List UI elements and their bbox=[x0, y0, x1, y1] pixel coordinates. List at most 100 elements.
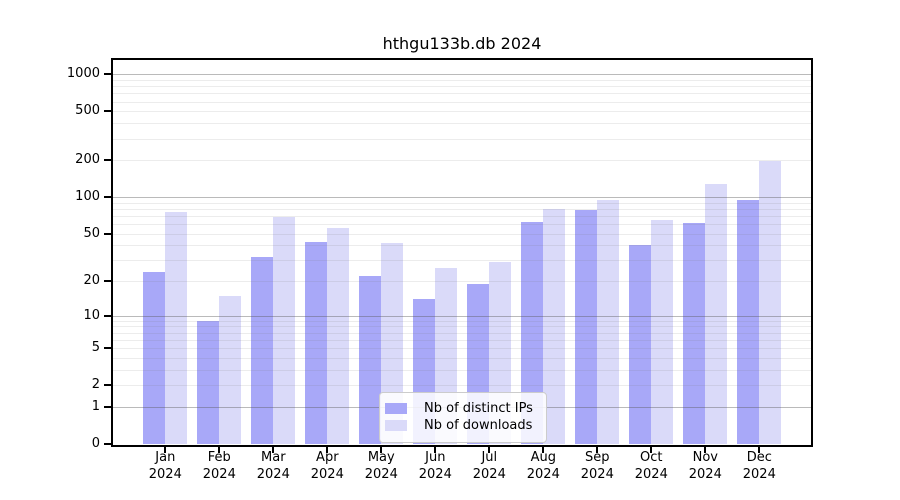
gridline-minor bbox=[113, 111, 811, 113]
bar-distinct-ips-apr bbox=[305, 241, 328, 444]
month-label: Dec bbox=[746, 450, 772, 465]
year-label: 2024 bbox=[202, 467, 236, 482]
legend: Nb of distinct IPs Nb of downloads bbox=[379, 392, 547, 443]
x-axis-tick bbox=[326, 447, 329, 453]
bar-downloads-mar bbox=[273, 217, 296, 444]
x-axis-tick-label: Aug 2024 bbox=[513, 449, 573, 483]
gridline-minor bbox=[113, 80, 811, 81]
y-axis-tick bbox=[104, 110, 111, 113]
y-axis-tick bbox=[104, 384, 111, 387]
x-axis-tick-label: Sep 2024 bbox=[567, 449, 627, 483]
bar-downloads-sep bbox=[597, 200, 620, 444]
y-axis-tick-label: 0 bbox=[91, 436, 100, 451]
x-axis-tick bbox=[164, 447, 167, 453]
bar-distinct-ips-sep bbox=[575, 209, 598, 444]
year-label: 2024 bbox=[418, 467, 452, 482]
legend-label-downloads: Nb of downloads bbox=[424, 418, 533, 433]
year-label: 2024 bbox=[310, 467, 344, 482]
x-axis-tick bbox=[488, 447, 491, 453]
bar-distinct-ips-mar bbox=[251, 256, 274, 444]
legend-swatch-distinct-ips bbox=[385, 403, 407, 414]
legend-swatch-downloads bbox=[385, 420, 407, 431]
y-axis-tick-label: 2 bbox=[91, 377, 100, 393]
month-label: Mar bbox=[261, 450, 286, 465]
bar-downloads-dec bbox=[759, 161, 782, 444]
gridline-minor bbox=[113, 86, 811, 88]
month-label: Jan bbox=[155, 450, 176, 465]
bar-distinct-ips-oct bbox=[629, 245, 652, 444]
y-axis-tick-label: 5 bbox=[91, 340, 100, 356]
gridline-minor bbox=[113, 93, 811, 95]
month-label: Sep bbox=[585, 450, 610, 465]
y-axis-tick bbox=[104, 443, 111, 445]
bar-downloads-oct bbox=[651, 219, 674, 444]
x-axis-tick bbox=[650, 447, 653, 453]
y-axis-tick-label: 1 bbox=[91, 398, 100, 414]
bar-distinct-ips-nov bbox=[683, 223, 706, 444]
x-axis-tick-label: Oct 2024 bbox=[621, 449, 681, 483]
x-axis-tick bbox=[218, 447, 221, 453]
plot-area: Nb of distinct IPs Nb of downloads bbox=[111, 58, 813, 447]
bar-distinct-ips-jan bbox=[143, 271, 166, 444]
y-axis-tick bbox=[104, 159, 111, 162]
y-axis-tick bbox=[104, 347, 111, 350]
bar-downloads-feb bbox=[219, 295, 242, 444]
year-label: 2024 bbox=[148, 467, 182, 482]
year-label: 2024 bbox=[526, 467, 560, 482]
y-axis-tick bbox=[104, 73, 111, 76]
x-axis-tick-label: Mar 2024 bbox=[243, 449, 303, 483]
y-axis-tick bbox=[104, 196, 111, 199]
gridline-minor bbox=[113, 138, 811, 140]
y-axis-tick bbox=[104, 314, 111, 317]
gridline-minor bbox=[113, 123, 811, 125]
y-axis-tick bbox=[104, 232, 111, 235]
y-axis-tick-label: 1000 bbox=[66, 66, 100, 82]
y-axis-tick-label: 10 bbox=[83, 307, 100, 323]
month-label: Nov bbox=[692, 450, 718, 465]
month-label: Apr bbox=[316, 450, 339, 465]
x-axis-tick-label: Jun 2024 bbox=[405, 449, 465, 483]
year-label: 2024 bbox=[742, 467, 776, 482]
x-axis-tick bbox=[596, 447, 599, 453]
x-axis-tick-label: Feb 2024 bbox=[189, 449, 249, 483]
year-label: 2024 bbox=[256, 467, 290, 482]
x-axis-tick-label: Nov 2024 bbox=[675, 449, 735, 483]
bar-distinct-ips-feb bbox=[197, 320, 220, 444]
y-axis-tick bbox=[104, 405, 111, 408]
y-axis-tick-label: 100 bbox=[75, 189, 100, 205]
x-axis-tick-label: Apr 2024 bbox=[297, 449, 357, 483]
x-axis-tick bbox=[272, 447, 275, 453]
month-label: Oct bbox=[640, 450, 663, 465]
month-label: May bbox=[367, 450, 395, 465]
y-axis-tick-label: 500 bbox=[75, 103, 100, 119]
year-label: 2024 bbox=[472, 467, 506, 482]
chart-title: hthgu133b.db 2024 bbox=[382, 34, 542, 53]
legend-row-distinct-ips: Nb of distinct IPs bbox=[385, 401, 538, 416]
gridline-minor bbox=[113, 160, 811, 162]
y-axis-tick bbox=[104, 280, 111, 283]
legend-label-distinct-ips: Nb of distinct IPs bbox=[424, 401, 533, 416]
y-axis-tick-label: 50 bbox=[83, 225, 100, 241]
x-axis-tick-label: May 2024 bbox=[351, 449, 411, 483]
bar-downloads-nov bbox=[705, 184, 728, 444]
bar-downloads-aug bbox=[543, 208, 566, 444]
year-label: 2024 bbox=[634, 467, 668, 482]
gridline-major bbox=[113, 74, 811, 76]
year-label: 2024 bbox=[364, 467, 398, 482]
x-axis-tick bbox=[758, 447, 761, 453]
bar-distinct-ips-dec bbox=[737, 200, 760, 444]
bar-downloads-apr bbox=[327, 227, 350, 444]
year-label: 2024 bbox=[688, 467, 722, 482]
x-axis-tick-label: Dec 2024 bbox=[729, 449, 789, 483]
month-label: Feb bbox=[207, 450, 231, 465]
month-label: Aug bbox=[530, 450, 556, 465]
year-label: 2024 bbox=[580, 467, 614, 482]
x-axis-tick bbox=[542, 447, 545, 453]
bar-downloads-jan bbox=[165, 211, 188, 444]
y-axis-tick-label: 20 bbox=[83, 273, 100, 289]
x-axis-tick-label: Jan 2024 bbox=[135, 449, 195, 483]
bar-distinct-ips-may bbox=[359, 276, 382, 444]
month-label: Jun bbox=[425, 450, 446, 465]
x-axis-tick bbox=[704, 447, 707, 453]
